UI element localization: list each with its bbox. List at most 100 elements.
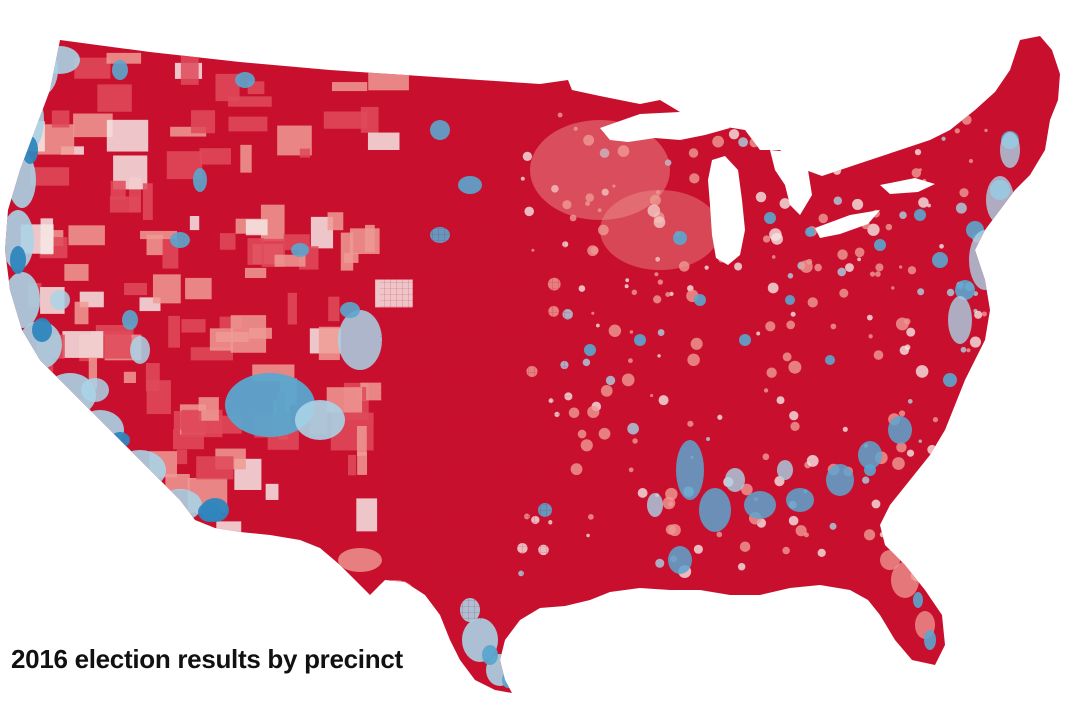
west-precinct-block xyxy=(88,357,98,389)
precinct-speckle xyxy=(577,429,587,439)
west-precinct-block xyxy=(145,363,160,392)
precinct-speckle xyxy=(786,320,796,330)
precinct-speckle xyxy=(557,112,563,118)
precinct-speckle xyxy=(779,198,791,209)
precinct-speckle xyxy=(869,271,876,277)
precinct-speckle xyxy=(617,145,630,157)
precinct-speckle xyxy=(782,546,790,555)
west-precinct-block xyxy=(173,411,202,430)
west-precinct-block xyxy=(180,52,199,85)
metro-area-dem xyxy=(932,252,948,268)
rural-dem-patch xyxy=(340,302,360,318)
west-precinct-block xyxy=(227,96,272,107)
west-precinct-block xyxy=(106,119,149,152)
west-precinct-block xyxy=(104,469,131,478)
west-precinct-block xyxy=(347,454,357,476)
precinct-speckle xyxy=(932,514,937,519)
coastal-city-dem xyxy=(10,246,26,274)
precinct-speckle xyxy=(974,310,983,319)
west-precinct-block xyxy=(129,177,142,213)
west-precinct-block xyxy=(64,264,89,281)
precinct-speckle xyxy=(790,311,796,317)
precinct-speckle xyxy=(789,411,799,421)
precinct-speckle xyxy=(862,476,870,484)
west-precinct-block xyxy=(350,54,391,64)
precinct-speckle xyxy=(939,243,944,249)
rio-grande-dem xyxy=(482,645,498,665)
west-precinct-block xyxy=(228,116,268,132)
west-coast-dem-region xyxy=(40,46,80,74)
west-precinct-block xyxy=(198,397,219,421)
precinct-speckle xyxy=(974,496,980,502)
west-precinct-block xyxy=(328,296,340,322)
precinct-speckle xyxy=(837,267,847,277)
plains-precinct-grid xyxy=(380,220,570,620)
precinct-speckle xyxy=(875,263,884,272)
west-precinct-block xyxy=(176,449,188,465)
metro-area-dem xyxy=(694,294,706,306)
west-precinct-block xyxy=(332,82,368,92)
precinct-speckle xyxy=(654,272,659,277)
precinct-speckle xyxy=(914,148,922,156)
precinct-speckle xyxy=(842,426,848,432)
west-precinct-block xyxy=(109,196,141,213)
florida-precincts xyxy=(880,550,900,570)
precinct-speckle xyxy=(568,407,580,419)
west-precinct-block xyxy=(74,301,89,325)
precinct-speckle xyxy=(524,206,534,217)
precinct-speckle xyxy=(790,421,800,432)
rural-dem-patch xyxy=(235,72,255,88)
precinct-speckle xyxy=(737,562,746,571)
florida-dem-metro xyxy=(913,592,923,608)
precinct-speckle xyxy=(955,546,962,553)
rural-dem-patch xyxy=(81,378,109,402)
coastal-city-dem xyxy=(32,318,52,342)
west-precinct-block xyxy=(323,111,368,129)
precinct-speckle xyxy=(598,427,611,440)
precinct-speckle xyxy=(816,138,824,145)
precinct-speckle xyxy=(984,128,988,133)
west-precinct-block xyxy=(216,521,242,542)
precinct-speckle xyxy=(738,137,748,148)
precinct-speckle xyxy=(716,531,723,538)
west-precinct-block xyxy=(219,233,236,250)
precinct-speckle xyxy=(845,263,854,272)
west-precinct-block xyxy=(32,422,62,456)
precinct-speckle xyxy=(605,375,616,386)
precinct-speckle xyxy=(867,223,880,236)
precinct-speckle xyxy=(943,445,956,459)
west-precinct-block xyxy=(48,469,75,497)
west-precinct-block xyxy=(30,167,70,186)
west-coast-dem-region xyxy=(114,450,166,490)
west-precinct-block xyxy=(247,238,264,265)
precinct-speckle xyxy=(968,158,974,164)
southwest-dem-region xyxy=(225,373,315,437)
precinct-speckle xyxy=(911,168,922,178)
precinct-speckle xyxy=(903,131,908,136)
precinct-speckle xyxy=(570,463,583,476)
precinct-speckle xyxy=(580,439,593,452)
deep-south-dem-belt xyxy=(888,416,912,444)
map-caption: 2016 election results by precinct xyxy=(11,644,403,674)
precinct-speckle xyxy=(981,538,986,544)
precinct-speckle xyxy=(927,203,931,208)
precinct-speckle xyxy=(927,444,937,455)
precinct-speckle xyxy=(966,348,971,353)
precinct-speckle xyxy=(762,235,771,243)
precinct-speckle xyxy=(875,271,881,277)
deep-south-dem-belt xyxy=(676,440,704,500)
precinct-speckle xyxy=(969,336,982,348)
precinct-speckle xyxy=(629,330,634,334)
west-precinct-block xyxy=(140,230,178,240)
precinct-speckle xyxy=(583,134,595,146)
precinct-speckle xyxy=(896,442,907,453)
precinct-speckle xyxy=(826,131,840,144)
lake-huron xyxy=(770,150,812,215)
precinct-speckle xyxy=(741,483,753,496)
precinct-speckle xyxy=(776,396,785,405)
great-lakes xyxy=(600,112,935,265)
precinct-speckle xyxy=(704,265,709,270)
rural-dem-patch xyxy=(193,168,207,192)
precinct-speckle xyxy=(587,245,599,257)
deep-south-dem-belt xyxy=(744,491,776,519)
